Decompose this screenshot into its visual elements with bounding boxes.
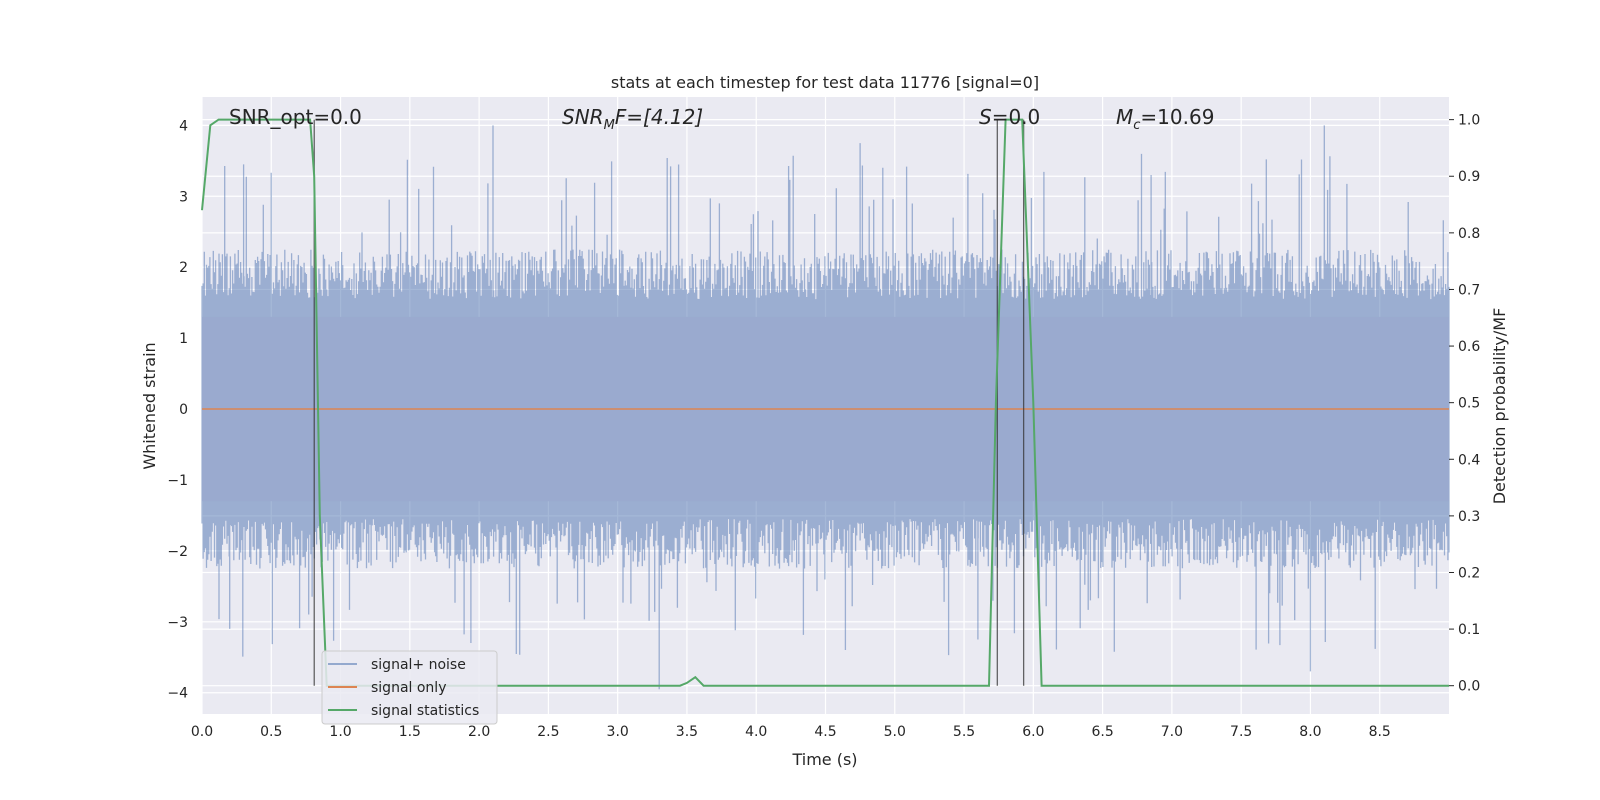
y-right-tick-label: 0.2 bbox=[1458, 565, 1480, 581]
y-left-tick-label: 4 bbox=[179, 118, 188, 134]
y-right-tick-label: 1.0 bbox=[1458, 113, 1480, 129]
legend-label-stats: signal statistics bbox=[371, 703, 479, 719]
annotation-snr-mf: SNRMF=[4.12] bbox=[562, 105, 703, 133]
signal-statistics-line bbox=[201, 118, 1449, 687]
y-right-tick-label: 0.6 bbox=[1458, 339, 1480, 355]
x-tick-label: 7.0 bbox=[1161, 724, 1183, 740]
x-tick-label: 2.0 bbox=[468, 724, 490, 740]
x-tick-label: 3.5 bbox=[676, 724, 698, 740]
y-left-tick-label: −4 bbox=[167, 686, 188, 702]
legend-box bbox=[321, 650, 498, 725]
y-right-tick-label: 0.7 bbox=[1458, 282, 1480, 298]
y-right-tick-label: 0.0 bbox=[1458, 679, 1480, 695]
y-left-axis-ticks: 4 3 2 1 0 −1 −2 −3 −4 bbox=[167, 118, 188, 701]
legend: signal+ noise signal only signal statist… bbox=[321, 650, 498, 725]
x-tick-label: 0.5 bbox=[260, 724, 282, 740]
annotation-s: S=0.0 bbox=[979, 105, 1040, 129]
x-tick-label: 8.0 bbox=[1299, 724, 1321, 740]
x-tick-label: 3.0 bbox=[607, 724, 629, 740]
y-right-tick-label: 0.5 bbox=[1458, 396, 1480, 412]
y-right-tick-label: 0.3 bbox=[1458, 509, 1480, 525]
y-left-tick-label: 1 bbox=[179, 331, 188, 347]
x-tick-label: 7.5 bbox=[1230, 724, 1252, 740]
x-tick-label: 5.5 bbox=[953, 724, 975, 740]
y-left-tick-label: −3 bbox=[167, 615, 188, 631]
x-tick-label: 1.5 bbox=[399, 724, 421, 740]
y-left-tick-label: 2 bbox=[179, 260, 188, 276]
annotation-snr-opt: SNR_opt=0.0 bbox=[229, 105, 362, 129]
annotation-mc: Mc=10.69 bbox=[1116, 105, 1214, 133]
x-tick-label: 1.0 bbox=[329, 724, 351, 740]
y-left-tick-label: 0 bbox=[179, 402, 188, 418]
x-tick-label: 5.0 bbox=[884, 724, 906, 740]
x-tick-label: 8.5 bbox=[1369, 724, 1391, 740]
y-right-tick-label: 0.9 bbox=[1458, 169, 1480, 185]
y-right-tick-label: 0.4 bbox=[1458, 452, 1480, 468]
x-tick-label: 6.5 bbox=[1091, 724, 1113, 740]
y-right-axis-label: Detection probability/MF bbox=[1490, 308, 1509, 505]
y-left-tick-label: −1 bbox=[167, 473, 188, 489]
x-tick-label: 4.0 bbox=[745, 724, 767, 740]
y-right-tick-label: 0.1 bbox=[1458, 622, 1480, 638]
y-left-axis-label: Whitened strain bbox=[140, 342, 159, 469]
y-left-tick-label: −2 bbox=[167, 544, 188, 560]
legend-label-signal: signal only bbox=[371, 680, 446, 696]
chart-title: stats at each timestep for test data 117… bbox=[611, 73, 1039, 92]
x-tick-label: 6.0 bbox=[1022, 724, 1044, 740]
legend-label-noise: signal+ noise bbox=[371, 657, 466, 673]
x-tick-label: 0.0 bbox=[191, 724, 213, 740]
x-tick-label: 2.5 bbox=[537, 724, 559, 740]
x-axis-label: Time (s) bbox=[791, 750, 857, 769]
y-left-tick-label: 3 bbox=[179, 189, 188, 205]
y-right-tick-label: 0.8 bbox=[1458, 226, 1480, 242]
y-right-axis-ticks: 1.0 0.9 0.8 0.7 0.6 0.5 0.4 0.3 0.2 0.1 0.0 bbox=[1449, 113, 1480, 695]
x-axis-ticks: 0.0 0.5 1.0 1.5 2.0 2.5 3.0 3.5 4.0 4.5 5.0 5.5 6.0 6… bbox=[191, 724, 1391, 740]
x-tick-label: 4.5 bbox=[814, 724, 836, 740]
